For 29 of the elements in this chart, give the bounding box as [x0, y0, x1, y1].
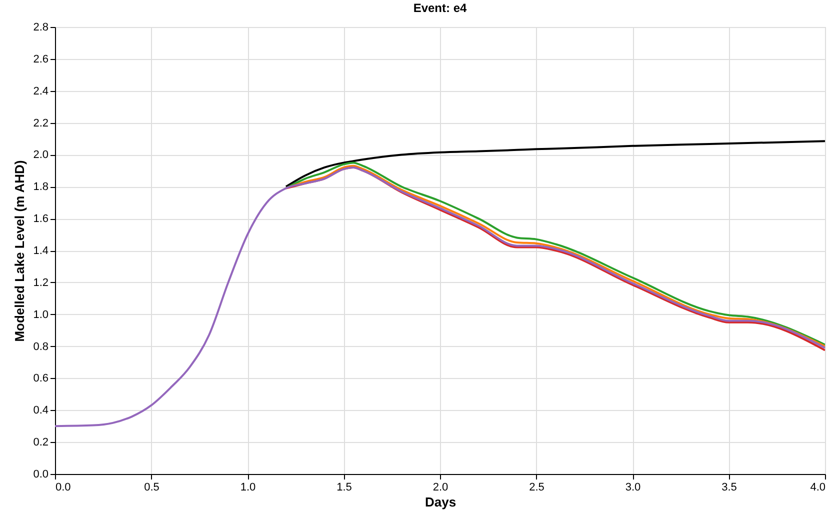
- y-tick-label: 2.4: [33, 85, 48, 98]
- x-tick-label: 4.0: [810, 482, 826, 494]
- x-tick-label: 0.5: [144, 482, 160, 494]
- y-tick-label: 1.8: [33, 181, 48, 194]
- chart-title: Event: e4: [413, 1, 467, 15]
- x-tick-label: 1.0: [240, 482, 256, 494]
- y-tick-label: 2.8: [33, 22, 48, 34]
- x-tick-label: 1.5: [336, 482, 352, 494]
- y-tick-label: 0.0: [33, 468, 48, 480]
- y-tick-label: 0.4: [33, 404, 48, 417]
- y-tick-label: 0.6: [33, 372, 48, 385]
- y-tick-label: 1.0: [33, 308, 48, 321]
- x-tick-label: 0.0: [56, 482, 71, 494]
- x-axis-title: Days: [424, 494, 456, 510]
- y-tick-label: 0.2: [33, 436, 48, 449]
- y-tick-label: 2.0: [33, 149, 48, 162]
- y-tick-label: 2.2: [33, 117, 48, 130]
- y-tick-label: 2.6: [33, 53, 48, 66]
- y-tick-label: 1.4: [33, 245, 48, 257]
- x-tick-label: 3.5: [722, 482, 737, 494]
- y-tick-label: 0.8: [33, 340, 48, 353]
- y-axis-title: Modelled Lake Level (m AHD): [12, 160, 28, 342]
- x-tick-label: 3.0: [625, 482, 641, 494]
- line-series: [285, 140, 825, 188]
- x-tick-label: 2.5: [529, 482, 544, 494]
- line-series: [55, 166, 825, 428]
- y-tick-label: 1.2: [33, 276, 48, 289]
- x-tick-label: 2.0: [432, 482, 448, 494]
- y-tick-label: 1.6: [33, 213, 48, 226]
